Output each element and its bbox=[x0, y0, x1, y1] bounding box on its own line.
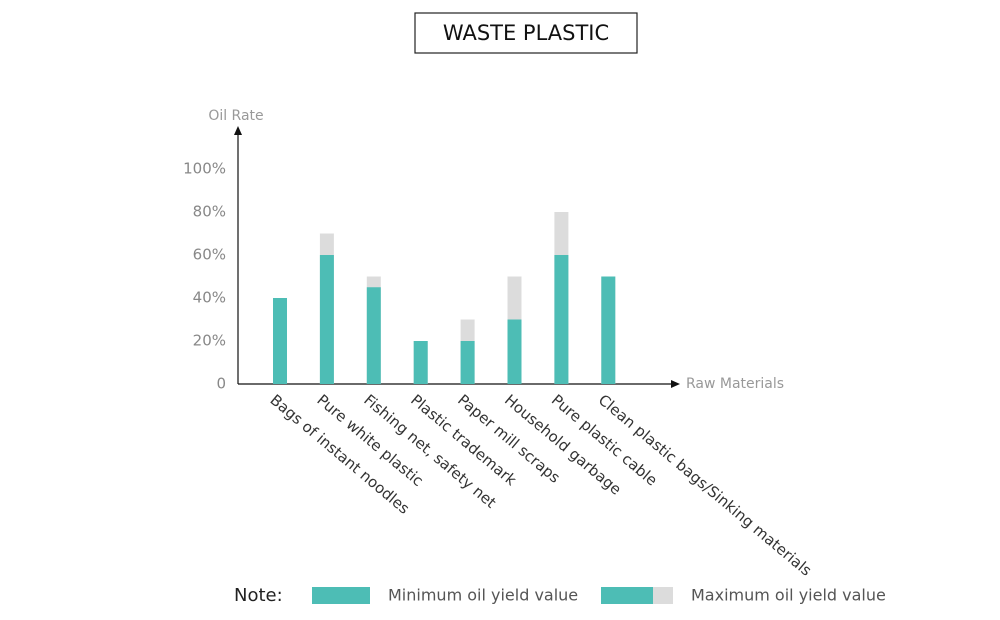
bar bbox=[413, 341, 428, 384]
legend-label: Maximum oil yield value bbox=[691, 586, 886, 605]
y-tick-label: 60% bbox=[193, 246, 226, 264]
title-box bbox=[414, 12, 638, 54]
legend-title: Note: bbox=[234, 585, 283, 606]
y-tick-label: 40% bbox=[193, 289, 226, 307]
y-tick-label: 80% bbox=[193, 203, 226, 221]
bar bbox=[460, 341, 475, 384]
x-axis-label: Raw Materials bbox=[686, 376, 784, 392]
y-tick-label: 100% bbox=[183, 160, 226, 178]
y-axis-label: Oil Rate bbox=[208, 108, 263, 124]
chart-title: WASTE PLASTIC bbox=[443, 21, 609, 45]
legend-swatch bbox=[601, 587, 653, 604]
y-axis-arrow bbox=[234, 126, 242, 135]
bar bbox=[554, 255, 569, 384]
bar bbox=[366, 287, 381, 384]
y-tick-label: 20% bbox=[193, 332, 226, 350]
y-tick-label: 0 bbox=[216, 375, 226, 393]
bar bbox=[601, 276, 616, 384]
bar bbox=[507, 319, 522, 384]
legend-label: Minimum oil yield value bbox=[388, 586, 578, 605]
legend-swatch bbox=[312, 587, 370, 604]
x-axis-arrow bbox=[671, 380, 680, 388]
x-tick-label: Clean plastic bags/Sinking materials bbox=[595, 391, 815, 580]
bar bbox=[273, 298, 287, 384]
legend-swatch bbox=[653, 587, 673, 604]
bar bbox=[319, 255, 334, 384]
